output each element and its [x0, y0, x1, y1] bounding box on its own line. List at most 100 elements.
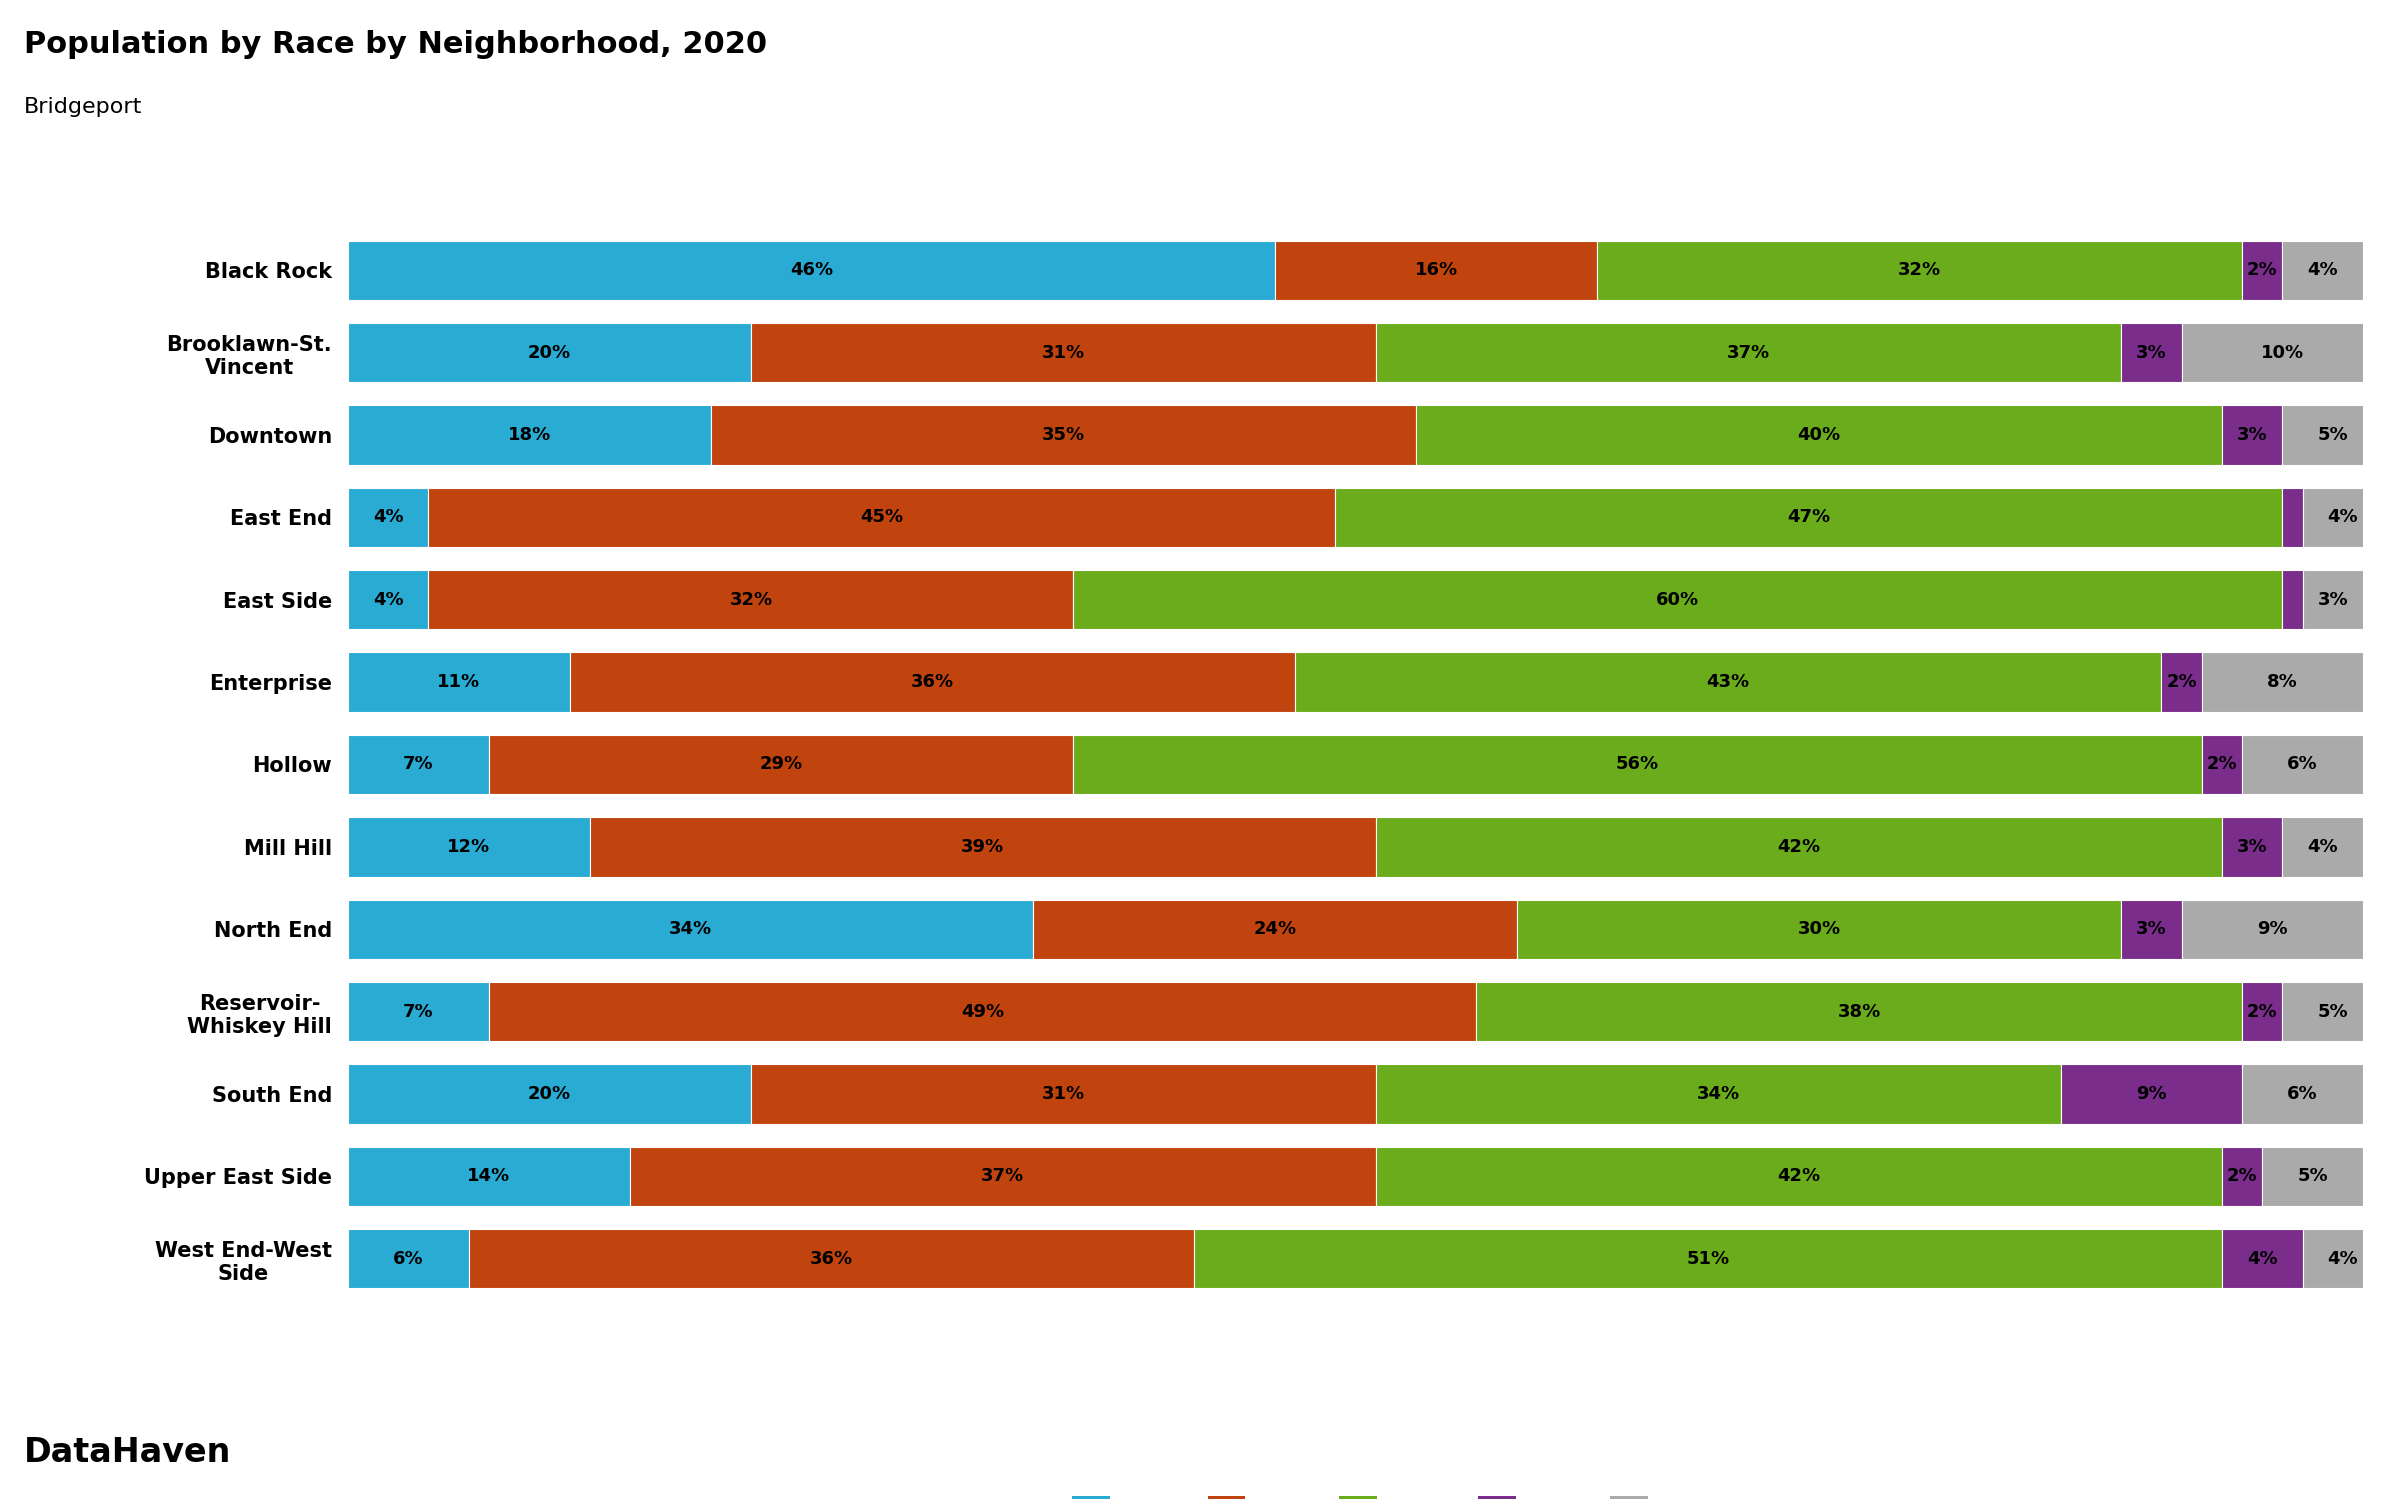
- Bar: [2121, 899, 2181, 959]
- Text: 46%: 46%: [789, 261, 832, 279]
- Bar: [2221, 817, 2281, 877]
- Text: 30%: 30%: [1797, 920, 1840, 938]
- Bar: [1195, 1229, 2221, 1289]
- Text: 4%: 4%: [2308, 838, 2339, 856]
- Text: 4%: 4%: [2327, 508, 2358, 526]
- Bar: [751, 1064, 1375, 1124]
- Text: 6%: 6%: [393, 1250, 425, 1268]
- Bar: [348, 1147, 631, 1207]
- Text: 14%: 14%: [468, 1168, 511, 1186]
- Bar: [2303, 570, 2363, 630]
- Bar: [710, 405, 1415, 465]
- Text: 2%: 2%: [2207, 755, 2238, 773]
- Bar: [2202, 735, 2243, 794]
- Text: 37%: 37%: [981, 1168, 1024, 1186]
- Bar: [348, 240, 1274, 300]
- Bar: [1375, 1147, 2221, 1207]
- Text: 34%: 34%: [1696, 1085, 1739, 1103]
- Text: 5%: 5%: [2317, 426, 2349, 444]
- Text: 31%: 31%: [1041, 343, 1084, 361]
- Bar: [2262, 1147, 2363, 1207]
- Text: 6%: 6%: [2286, 1085, 2317, 1103]
- Bar: [2281, 487, 2303, 547]
- Text: 4%: 4%: [2308, 261, 2339, 279]
- Text: 31%: 31%: [1041, 1085, 1084, 1103]
- Bar: [1475, 982, 2243, 1042]
- Bar: [2281, 817, 2363, 877]
- Bar: [2303, 487, 2382, 547]
- Text: DataHaven: DataHaven: [24, 1436, 230, 1469]
- Text: 5%: 5%: [2298, 1168, 2327, 1186]
- Text: 39%: 39%: [962, 838, 1005, 856]
- Bar: [429, 487, 1336, 547]
- Text: 4%: 4%: [372, 591, 403, 609]
- Text: 36%: 36%: [811, 1250, 854, 1268]
- Bar: [1034, 899, 1516, 959]
- Bar: [2061, 1064, 2243, 1124]
- Bar: [2281, 570, 2303, 630]
- Bar: [348, 652, 569, 712]
- Text: 24%: 24%: [1252, 920, 1295, 938]
- Bar: [2281, 240, 2363, 300]
- Text: 4%: 4%: [2327, 1250, 2358, 1268]
- Text: 40%: 40%: [1797, 426, 1840, 444]
- Bar: [2221, 1229, 2303, 1289]
- Text: 56%: 56%: [1617, 755, 1660, 773]
- Bar: [348, 405, 710, 465]
- Bar: [1295, 652, 2161, 712]
- Bar: [489, 982, 1475, 1042]
- Bar: [2221, 405, 2281, 465]
- Bar: [2243, 240, 2281, 300]
- Text: 20%: 20%: [528, 1085, 571, 1103]
- Bar: [2202, 652, 2363, 712]
- Text: 9%: 9%: [2257, 920, 2289, 938]
- Text: 18%: 18%: [509, 426, 552, 444]
- Bar: [1274, 240, 1598, 300]
- Text: 3%: 3%: [2236, 838, 2267, 856]
- Text: 11%: 11%: [437, 673, 480, 691]
- Bar: [2243, 1064, 2363, 1124]
- Text: 42%: 42%: [1778, 838, 1821, 856]
- Text: 8%: 8%: [2267, 673, 2298, 691]
- Legend: White, Black, Latino, Asian, Other: White, Black, Latino, Asian, Other: [1072, 1496, 1720, 1499]
- Text: 20%: 20%: [528, 343, 571, 361]
- Text: 7%: 7%: [403, 755, 434, 773]
- Bar: [348, 1064, 751, 1124]
- Text: 49%: 49%: [962, 1003, 1005, 1021]
- Bar: [2243, 735, 2363, 794]
- Text: 2%: 2%: [2226, 1168, 2257, 1186]
- Bar: [348, 487, 429, 547]
- Text: 51%: 51%: [1686, 1250, 1730, 1268]
- Bar: [1375, 322, 2121, 382]
- Bar: [2281, 982, 2382, 1042]
- Bar: [2243, 982, 2281, 1042]
- Text: 4%: 4%: [2248, 1250, 2277, 1268]
- Bar: [2221, 1147, 2262, 1207]
- Bar: [348, 570, 429, 630]
- Text: 60%: 60%: [1655, 591, 1698, 609]
- Bar: [569, 652, 1295, 712]
- Bar: [348, 1229, 468, 1289]
- Bar: [1072, 570, 2281, 630]
- Bar: [348, 899, 1034, 959]
- Text: 3%: 3%: [2317, 591, 2349, 609]
- Text: 2%: 2%: [2248, 261, 2277, 279]
- Text: 6%: 6%: [2286, 755, 2317, 773]
- Text: 3%: 3%: [2135, 920, 2166, 938]
- Bar: [2161, 652, 2202, 712]
- Bar: [348, 817, 590, 877]
- Text: 37%: 37%: [1727, 343, 1770, 361]
- Bar: [348, 982, 489, 1042]
- Bar: [2281, 405, 2382, 465]
- Text: Bridgeport: Bridgeport: [24, 97, 142, 117]
- Text: 32%: 32%: [1898, 261, 1941, 279]
- Text: 45%: 45%: [861, 508, 904, 526]
- Bar: [2181, 899, 2363, 959]
- Bar: [2303, 1229, 2382, 1289]
- Text: 12%: 12%: [446, 838, 489, 856]
- Bar: [1336, 487, 2281, 547]
- Bar: [590, 817, 1375, 877]
- Bar: [348, 735, 489, 794]
- Bar: [1415, 405, 2221, 465]
- Text: 47%: 47%: [1787, 508, 1830, 526]
